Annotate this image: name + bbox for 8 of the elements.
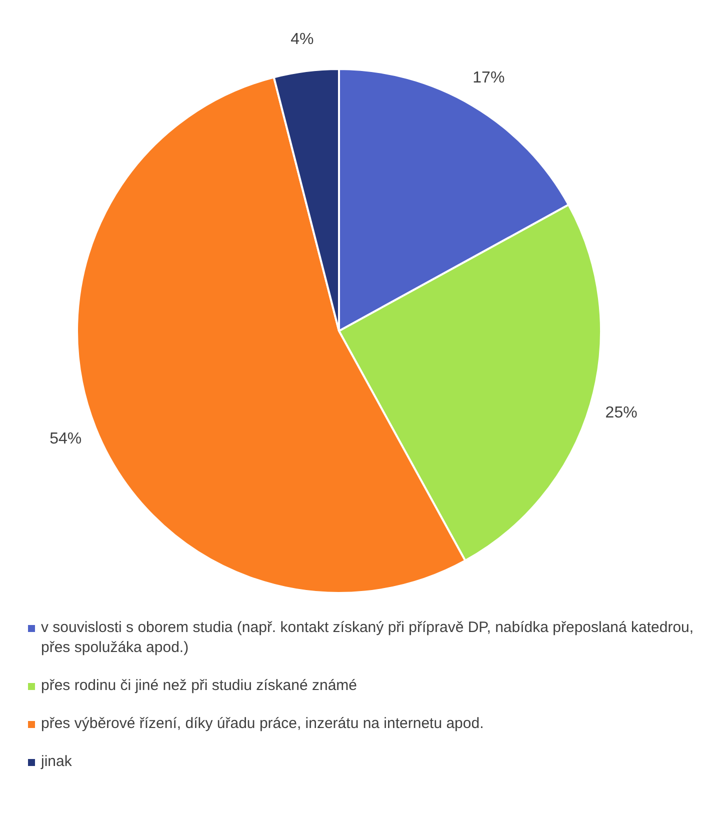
data-label: 54% [50,430,82,448]
legend-label: v souvislosti s oborem studia (např. kontakt získaný při přípravě DP, nabídka přeposlaná katedrou, přes spolužáka apod.) [41,618,695,658]
legend-label: přes rodinu či jiné než při studiu získané známé [41,676,357,696]
data-label: 17% [472,69,505,86]
legend-label: jinak [41,752,72,772]
data-label: 25% [605,404,638,422]
data-label: 4% [290,30,314,48]
legend-label: přes výběrové řízení, díky úřadu práce, inzerátu na internetu apod. [41,714,484,734]
